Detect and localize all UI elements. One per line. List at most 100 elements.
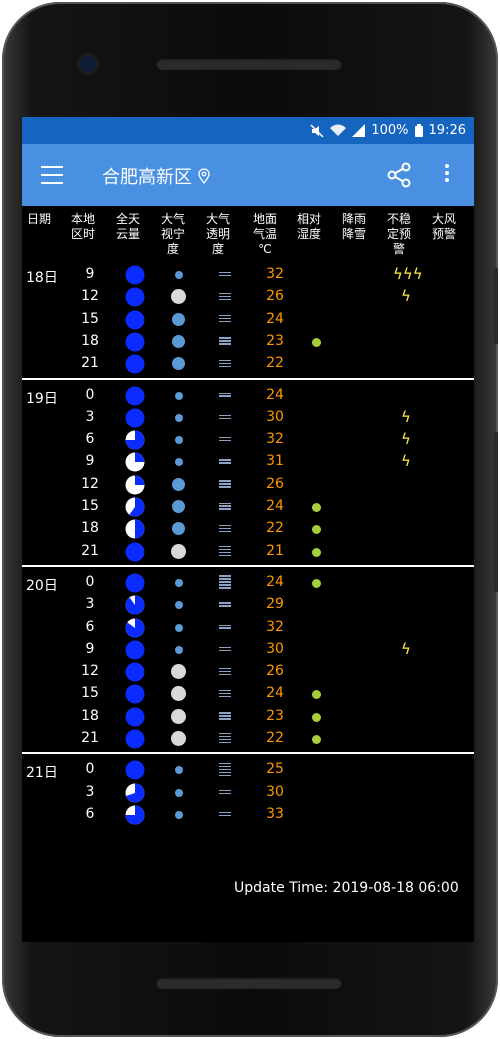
forecast-row: 3 30 <box>22 782 474 804</box>
forecast-row: 6 33 <box>22 804 474 826</box>
humidity-dot <box>312 547 321 557</box>
hour-label: 15 <box>81 310 99 327</box>
seeing-dot <box>175 623 183 632</box>
temperature: 26 <box>266 475 284 492</box>
location-title[interactable]: 合肥高新区 <box>102 163 210 189</box>
seeing-dot <box>175 271 183 279</box>
cloud-cover-icon <box>125 310 145 330</box>
seeing-dot <box>175 413 183 422</box>
seeing-dot <box>172 334 185 348</box>
cloud-cover-icon <box>125 354 145 374</box>
seeing-dot <box>171 686 186 702</box>
forecast-row: 15 24 <box>22 309 474 331</box>
front-camera <box>80 56 96 72</box>
hour-label: 3 <box>85 408 95 425</box>
forecast-row: 20日 0 24 <box>22 572 474 594</box>
transparency-icon <box>219 689 231 699</box>
seeing-dot <box>171 708 186 724</box>
transparency-icon <box>219 359 231 369</box>
transparency-icon <box>219 480 231 489</box>
cloud-cover-icon <box>125 684 145 704</box>
transparency-icon <box>219 646 231 653</box>
hour-label: 18 <box>81 332 99 349</box>
temperature: 22 <box>266 520 284 537</box>
temperature: 24 <box>266 498 284 514</box>
lightning-warning-icon: ϟ <box>401 287 411 306</box>
cloud-cover-icon <box>125 519 145 539</box>
temperature: 26 <box>266 288 284 305</box>
temperature: 22 <box>266 730 284 746</box>
column-header: 不稳 定预警 <box>386 212 411 256</box>
temperature: 30 <box>266 640 284 657</box>
transparency-icon <box>219 459 231 465</box>
cloud-cover-icon <box>125 452 145 472</box>
cloud-cover-icon <box>125 542 145 562</box>
hour-label: 0 <box>85 573 95 590</box>
hour-label: 9 <box>85 453 95 470</box>
cloud-cover-icon <box>125 618 145 637</box>
battery-percent: 100% <box>371 123 409 138</box>
top-speaker <box>156 58 342 70</box>
temperature: 29 <box>266 596 284 613</box>
forecast-row: 21 22 <box>22 728 474 750</box>
day-label: 21日 <box>26 765 58 782</box>
share-icon[interactable] <box>386 162 412 188</box>
temperature: 32 <box>266 266 284 282</box>
power-button <box>494 268 498 344</box>
temperature: 24 <box>266 386 284 403</box>
cloud-cover-icon <box>125 265 145 285</box>
more-options-icon[interactable] <box>444 164 450 185</box>
hour-label: 21 <box>81 355 99 372</box>
column-header: 地面 气温 ℃ <box>252 212 277 256</box>
seeing-dot <box>175 578 183 587</box>
column-header: 本地 区时 <box>70 212 95 241</box>
hour-label: 18 <box>81 707 99 724</box>
transparency-icon <box>219 712 231 721</box>
forecast-row: 9 30 ϟ <box>22 639 474 661</box>
hour-label: 12 <box>81 663 99 680</box>
menu-icon[interactable] <box>41 166 63 184</box>
humidity-dot <box>312 503 321 512</box>
location-name: 合肥高新区 <box>102 167 192 188</box>
seeing-dot <box>171 664 186 680</box>
transparency-icon <box>219 337 231 346</box>
hour-label: 12 <box>81 475 99 492</box>
temperature: 30 <box>266 408 284 425</box>
column-header: 日期 <box>26 212 51 226</box>
humidity-dot <box>312 690 321 700</box>
seeing-dot <box>175 436 183 445</box>
forecast-row: 21 22 <box>22 353 474 375</box>
hour-label: 0 <box>85 761 95 778</box>
transparency-icon <box>219 392 231 399</box>
seeing-dot <box>175 766 183 775</box>
cloud-cover-icon <box>125 573 145 593</box>
seeing-dot <box>175 458 183 467</box>
column-header: 全天 云量 <box>115 212 140 241</box>
hour-label: 9 <box>85 640 95 657</box>
forecast-row: 15 24 <box>22 496 474 518</box>
temperature: 30 <box>266 783 284 800</box>
clock: 19:26 <box>428 123 466 138</box>
day-separator <box>22 377 474 380</box>
screen: 100% 19:26 合肥高新区 日期 本地 区时 全天 云量 大气 视宁度大气 透明度地面气… <box>22 117 474 942</box>
transparency-icon <box>219 437 231 443</box>
forecast-row: 12 26 ϟ <box>22 286 474 308</box>
hour-label: 12 <box>81 288 99 305</box>
temperature: 26 <box>266 663 284 680</box>
app-bar: 合肥高新区 <box>22 144 474 206</box>
hour-label: 15 <box>81 685 99 702</box>
cloud-cover-icon <box>125 640 145 660</box>
hour-label: 18 <box>81 520 99 537</box>
hour-label: 21 <box>81 730 99 746</box>
seeing-dot <box>172 312 185 326</box>
wifi-icon <box>330 124 347 136</box>
transparency-icon <box>219 789 231 796</box>
forecast-row: 19日 0 24 <box>22 385 474 407</box>
column-header: 相对 湿度 <box>296 212 321 241</box>
seeing-dot <box>175 391 183 400</box>
seeing-dot <box>171 289 186 305</box>
forecast-row: 15 24 <box>22 683 474 705</box>
transparency-icon <box>219 762 231 778</box>
transparency-icon <box>219 575 231 590</box>
cloud-cover-icon <box>125 287 145 307</box>
